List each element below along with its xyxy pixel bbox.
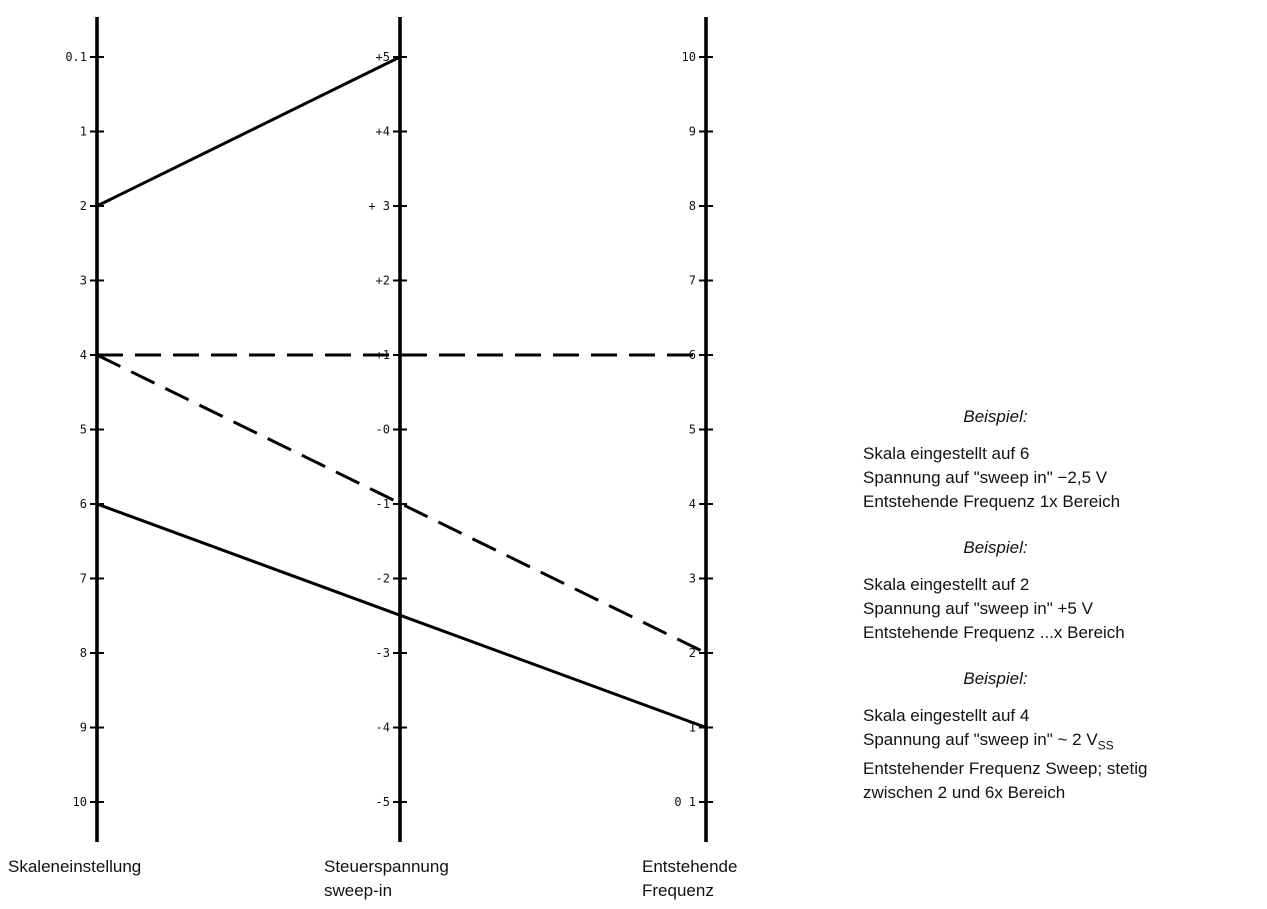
tick-label: 1 <box>689 721 696 735</box>
example-2: Beispiel: Skala eingestellt auf 2 Spannu… <box>863 536 1263 645</box>
tick-label: 3 <box>80 274 87 288</box>
tick-label: + 3 <box>368 199 390 213</box>
tick-label: 5 <box>689 423 696 437</box>
solid-example-line <box>96 55 401 208</box>
tick-label: 0.1 <box>65 50 87 64</box>
connection-lines <box>96 55 707 729</box>
caption-line: Skaleneinstellung <box>8 857 142 876</box>
tick-label: 8 <box>689 199 696 213</box>
example-line: Skala eingestellt auf 2 <box>863 575 1030 594</box>
examples-panel: Beispiel: Skala eingestellt auf 6 Spannu… <box>863 405 1263 827</box>
tick-label: 4 <box>80 348 87 362</box>
axis-caption-steuerspannung: Steuerspannung sweep-in <box>324 855 449 903</box>
tick-label: 2 <box>80 199 87 213</box>
tick-label: 7 <box>689 274 696 288</box>
tick-label: 2 <box>689 646 696 660</box>
tick-label: 7 <box>80 572 87 586</box>
example-heading: Beispiel: <box>963 407 1028 426</box>
caption-line: Frequenz <box>642 881 714 900</box>
example-line: Entstehender Frequenz Sweep; stetig <box>863 759 1148 779</box>
subscript-ss: SS <box>1097 738 1114 753</box>
axis-caption-skaleneinstellung: Skaleneinstellung <box>8 855 141 879</box>
tick-label: -4 <box>376 721 390 735</box>
tick-label: 3 <box>689 572 696 586</box>
example-line: zwischen 2 und 6x Bereich <box>863 783 1066 803</box>
caption-line: sweep-in <box>324 881 393 900</box>
tick-label: 10 <box>682 50 696 64</box>
tick-label: 9 <box>689 125 696 139</box>
tick-label: -3 <box>376 646 390 660</box>
tick-label: 1 <box>80 125 87 139</box>
example-text: Spannung auf "sweep in" ~ 2 V <box>863 730 1098 749</box>
tick-label: -5 <box>376 795 390 809</box>
example-line: Spannung auf "sweep in" −2,5 V <box>863 468 1108 487</box>
example-heading: Beispiel: <box>963 538 1028 557</box>
example-line: Entstehende Frequenz ...x Bereich <box>863 623 1125 642</box>
tick-label: 5 <box>80 423 87 437</box>
example-line: Entstehende Frequenz 1x Bereich <box>863 492 1121 511</box>
tick-label: -1 <box>376 497 390 511</box>
example-line: Skala eingestellt auf 6 <box>863 444 1030 463</box>
tick-label: +4 <box>376 125 390 139</box>
tick-label: 0 1 <box>674 795 696 809</box>
example-heading: Beispiel: <box>963 669 1028 688</box>
tick-label: +2 <box>376 274 390 288</box>
example-line: Skala eingestellt auf 4 <box>863 706 1030 725</box>
axis-caption-frequenz: Entstehende Frequenz <box>642 855 737 903</box>
caption-line: Entstehende <box>642 857 738 876</box>
solid-example-line <box>96 502 707 729</box>
caption-line: Steuerspannung <box>324 857 449 876</box>
example-1: Beispiel: Skala eingestellt auf 6 Spannu… <box>863 405 1263 514</box>
example-line: Spannung auf "sweep in" +5 V <box>863 599 1093 618</box>
tick-label: 10 <box>73 795 87 809</box>
example-3: Beispiel: Skala eingestellt auf 4 Spannu… <box>863 667 1263 805</box>
tick-label: -0 <box>376 423 390 437</box>
tick-label: 9 <box>80 721 87 735</box>
tick-label: 6 <box>80 497 87 511</box>
tick-label: -2 <box>376 572 390 586</box>
tick-label: 8 <box>80 646 87 660</box>
tick-label: +5 <box>376 50 390 64</box>
example-line: Spannung auf "sweep in" ~ 2 VSS <box>863 728 1263 757</box>
tick-label: 4 <box>689 497 696 511</box>
